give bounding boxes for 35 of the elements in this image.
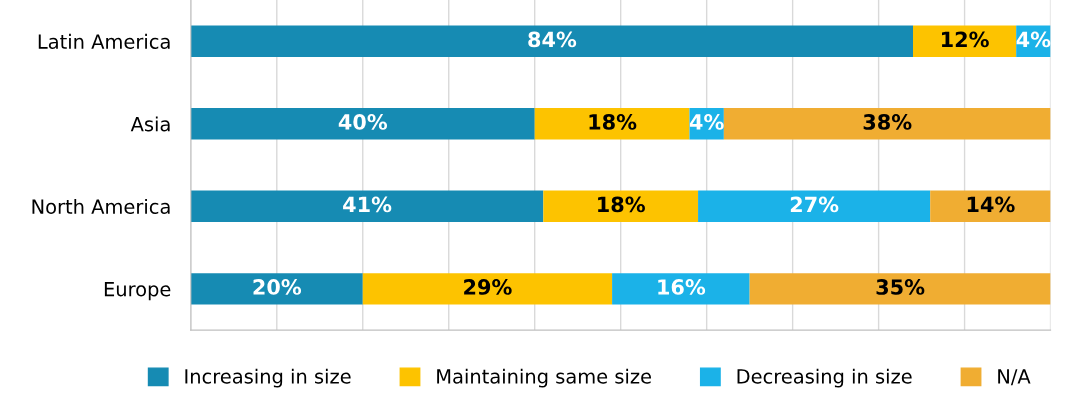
data-label: 14% xyxy=(967,196,1015,213)
bar xyxy=(543,190,699,222)
bar xyxy=(913,25,1017,57)
bar xyxy=(190,25,913,57)
y-tick-label: Latin America xyxy=(38,33,170,49)
data-label: 27% xyxy=(790,196,839,213)
bar xyxy=(190,190,544,222)
legend-label: Decreasing in size xyxy=(737,368,912,388)
data-label: 20% xyxy=(253,279,302,295)
data-label: 16% xyxy=(658,279,706,295)
bar xyxy=(190,273,363,305)
data-label: 38% xyxy=(863,114,912,130)
bar xyxy=(930,190,1051,222)
data-label: 41% xyxy=(343,196,392,213)
bar xyxy=(190,108,535,140)
bar xyxy=(534,108,690,140)
bar xyxy=(723,108,1051,140)
data-label: 84% xyxy=(528,31,577,48)
legend-label: Increasing in size xyxy=(185,368,351,388)
y-tick-label: Europe xyxy=(104,282,171,301)
bar xyxy=(362,273,613,305)
y-tick-label: Asia xyxy=(130,116,170,132)
bar xyxy=(698,190,931,222)
data-label: 18% xyxy=(598,196,645,213)
bar xyxy=(612,273,750,305)
y-tick-label: North America xyxy=(32,198,170,214)
data-label: 29% xyxy=(464,279,512,295)
legend-label: N/A xyxy=(998,369,1031,386)
data-label: 40% xyxy=(338,114,388,130)
data-label: 35% xyxy=(876,279,925,295)
legend-label: Maintaining same size xyxy=(437,368,652,388)
data-label: 4% xyxy=(689,114,724,130)
data-label: 18% xyxy=(589,114,637,130)
bar xyxy=(749,273,1051,305)
data-label: 12% xyxy=(942,31,989,48)
